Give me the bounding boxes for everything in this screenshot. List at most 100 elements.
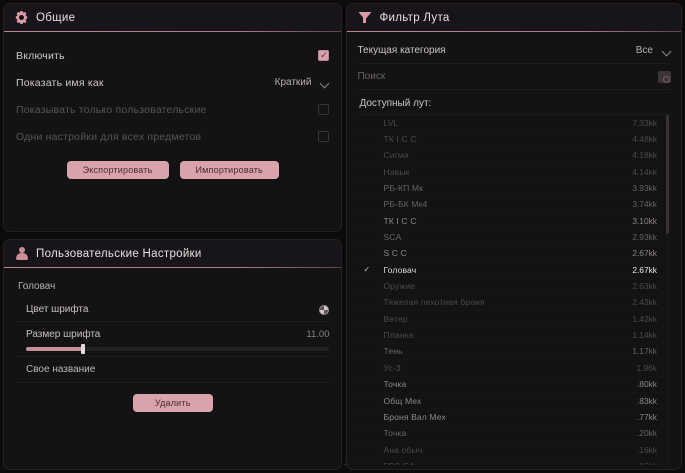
loot-item-value: 1.96k xyxy=(636,362,658,373)
font-size-value: 11.00 xyxy=(306,328,330,340)
loot-list-item[interactable]: Точка .80kk xyxy=(357,377,671,393)
loot-list-item[interactable]: Точка .20kk xyxy=(357,426,671,442)
loot-item-name: Головач xyxy=(383,264,417,275)
loot-filter-panel: Фильтр Лута Текущая категория Все Поиск … xyxy=(346,3,682,470)
search-row[interactable]: Поиск xyxy=(357,64,671,90)
slider-fill xyxy=(26,347,84,351)
loot-list-item[interactable]: РБ-КП Мк 3.93kk xyxy=(357,180,671,197)
loot-list-item[interactable]: Оружие 2.63kk xyxy=(357,278,671,295)
loot-item-name: Планка xyxy=(383,330,414,341)
loot-list-item[interactable]: Навык 4.14kk xyxy=(357,164,671,181)
loot-list-item[interactable]: Тень 1.17kk xyxy=(357,344,671,361)
scrollbar-thumb[interactable] xyxy=(666,115,669,234)
general-panel: Общие Включить ✓ Показать имя как Кратки… xyxy=(3,3,343,232)
user-settings-panel: Пользовательские Настройки Головач Цвет … xyxy=(3,239,343,470)
loot-item-value: .20kk xyxy=(636,428,657,439)
general-panel-body: Включить ✓ Показать имя как Краткий Пока… xyxy=(4,32,341,231)
row-enable-label: Включить xyxy=(16,49,65,62)
gear-icon xyxy=(15,11,28,24)
loot-item-name: S C C xyxy=(383,248,407,259)
loot-item-name: Броня Вал Мех xyxy=(383,411,446,422)
loot-list-item[interactable]: Ус-3 1.96k xyxy=(357,360,671,377)
loot-item-name: SCA xyxy=(383,232,402,243)
general-panel-header: Общие xyxy=(4,4,342,31)
loot-item-value: 4.18kk xyxy=(632,150,657,161)
selected-item-name: Головач xyxy=(18,281,56,292)
font-color-row[interactable]: Цвет шрифта xyxy=(16,298,330,322)
export-button[interactable]: Экспортировать xyxy=(66,161,169,179)
loot-list-item[interactable]: Планка 1.14kk xyxy=(357,327,671,344)
loot-item-value: .80kk xyxy=(636,379,657,390)
delete-button[interactable]: Удалить xyxy=(132,394,213,412)
loot-list[interactable]: LVL 7.33kk ТК I С С 4.48kk Сигма 4.18kk Навык 4… xyxy=(357,114,671,465)
loot-list-item[interactable]: ТК I С С 4.48kk xyxy=(357,131,671,148)
loot-list-item[interactable]: Броня Вал Мех .77kk xyxy=(357,409,671,426)
loot-item-value: 2.63kk xyxy=(632,281,657,292)
loot-item-value: 1.42kk xyxy=(632,313,657,324)
category-select[interactable]: Все xyxy=(636,45,671,56)
funnel-icon xyxy=(358,11,371,24)
name-format-select[interactable]: Краткий xyxy=(275,77,330,88)
loot-item-name: РБ-КП Мк xyxy=(383,183,424,194)
category-value: Все xyxy=(635,45,653,56)
loot-list-item[interactable]: Ветер 1.42kk xyxy=(357,311,671,328)
loot-item-name: LVL xyxy=(383,117,399,128)
loot-list-scrollbar[interactable] xyxy=(666,115,669,465)
loot-item-value: .15kk xyxy=(637,461,671,465)
category-label: Текущая категория xyxy=(357,45,446,56)
loot-list-item[interactable]: LVL 7.33kk xyxy=(357,115,671,132)
loot-list-item[interactable]: Общ Мех .83kk xyxy=(357,393,671,410)
user-panel-divider xyxy=(4,267,342,268)
loot-item-value: 7.33kk xyxy=(632,117,657,128)
enable-checkbox[interactable]: ✓ xyxy=(318,50,330,61)
loot-item-name: Оружие xyxy=(383,281,416,292)
row-name-format[interactable]: Показать имя как Краткий xyxy=(16,69,329,96)
left-column: Общие Включить ✓ Показать имя как Кратки… xyxy=(3,3,343,470)
search-icon[interactable] xyxy=(658,70,671,83)
chevron-down-icon xyxy=(321,79,329,87)
row-shared-settings[interactable]: Одни настройки для всех предметов ✓ xyxy=(16,123,330,150)
import-button[interactable]: Импортировать xyxy=(179,161,279,179)
loot-item-name: Ус-3 xyxy=(383,362,401,373)
slider-knob[interactable] xyxy=(80,344,85,354)
custom-name-field[interactable]: Свое название xyxy=(16,357,330,383)
loot-item-name: Сигма xyxy=(383,150,409,161)
user-settings-icon xyxy=(15,247,28,260)
loot-list-item[interactable]: РБ-БК Мк4 3.74kk xyxy=(357,197,671,214)
font-size-slider[interactable] xyxy=(26,344,330,354)
resize-handle[interactable]: ⌃ xyxy=(341,462,350,472)
font-color-label: Цвет шрифта xyxy=(26,304,89,315)
loot-list-item[interactable]: S C C 2.67kk xyxy=(357,246,671,263)
loot-list-item[interactable]: Тяжелая пехотная броня 2.43kk xyxy=(357,295,671,312)
loot-list-item[interactable]: ✓ Головач 2.67kk xyxy=(357,262,671,279)
row-only-custom[interactable]: Показывать только пользовательские ✓ xyxy=(16,96,330,123)
only-custom-checkbox[interactable]: ✓ xyxy=(318,104,330,115)
loot-item-value: 1.14kk xyxy=(632,330,657,341)
color-picker-icon[interactable] xyxy=(319,304,330,315)
general-panel-actions: Экспортировать Импортировать xyxy=(16,161,329,179)
loot-item-name: Ветер xyxy=(383,313,408,324)
loot-list-item[interactable]: Сигма 4.18kk xyxy=(357,148,671,165)
name-format-value: Краткий xyxy=(274,77,312,88)
loot-item-name: Тяжелая пехотная броня xyxy=(383,297,485,308)
chevron-down-icon xyxy=(663,47,671,55)
custom-name-label: Свое название xyxy=(26,364,96,375)
loot-list-item[interactable]: SCA 2.93kk xyxy=(357,229,671,246)
loot-list-item[interactable]: ГСС СА.15kk xyxy=(357,458,671,465)
loot-item-value: 1.17kk xyxy=(632,346,657,357)
loot-item-value: 3.74kk xyxy=(632,199,657,210)
user-panel-title: Пользовательские Настройки xyxy=(36,247,202,260)
shared-settings-checkbox[interactable]: ✓ xyxy=(318,131,330,142)
row-enable[interactable]: Включить ✓ xyxy=(16,42,330,69)
loot-item-name: ТК I С С xyxy=(383,215,417,226)
search-input[interactable]: Поиск xyxy=(357,71,386,82)
row-shared-settings-label: Одни настройки для всех предметов xyxy=(16,130,202,143)
loot-item-value: .83kk xyxy=(636,395,657,406)
loot-item-check-icon: ✓ xyxy=(363,265,371,275)
row-only-custom-label: Показывать только пользовательские xyxy=(16,103,207,116)
loot-panel-divider xyxy=(347,31,681,32)
loot-item-value: 4.48kk xyxy=(632,134,657,145)
category-row[interactable]: Текущая категория Все xyxy=(357,38,671,64)
loot-list-item[interactable]: Ана обыч .16kk xyxy=(357,442,671,459)
loot-list-item[interactable]: ТК I С С 3.10kk xyxy=(357,213,671,230)
